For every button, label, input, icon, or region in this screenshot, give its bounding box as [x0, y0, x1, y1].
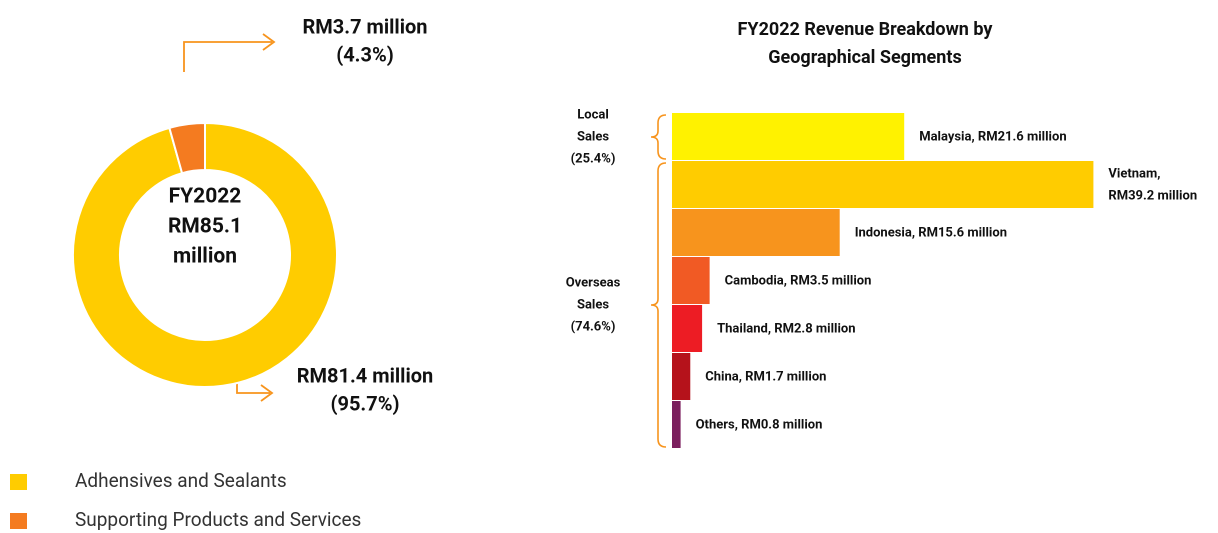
legend-swatch: [10, 513, 27, 529]
bar-label: Indonesia, RM15.6 million: [855, 225, 1007, 240]
donut-slice: [168, 121, 206, 175]
arrow: [183, 41, 272, 72]
group-bracket: [650, 114, 667, 160]
bar-label: China, RM1.7 million: [705, 369, 826, 384]
group-label: Sales: [577, 297, 609, 312]
group-bracket: [650, 162, 667, 448]
group-share: (25.4%): [571, 151, 616, 166]
legend-label: Adhensives and Sealants: [75, 469, 287, 492]
bar: [672, 305, 703, 352]
value-label: RM3.7 million: [302, 14, 427, 38]
bar-label: RM39.2 million: [1108, 188, 1197, 203]
group-label: Overseas: [566, 275, 621, 290]
center-label: million: [173, 245, 237, 269]
bar: [672, 353, 691, 400]
bar-label: Vietnam,: [1108, 166, 1160, 181]
chart-title: Geographical Segments: [768, 47, 961, 68]
legend-swatch: [10, 474, 27, 490]
share-label: (95.7%): [330, 391, 399, 415]
bar: [672, 401, 681, 448]
bar: [672, 161, 1094, 208]
bar-label: Malaysia, RM21.6 million: [919, 129, 1066, 144]
bar: [672, 209, 840, 256]
center-label: FY2022: [169, 185, 242, 209]
bar-label: Others, RM0.8 million: [696, 417, 823, 432]
chart-title: FY2022 Revenue Breakdown by: [738, 19, 994, 40]
arrow-head: [260, 384, 274, 402]
donut-slice: [72, 121, 338, 388]
share-label: (4.3%): [336, 42, 394, 66]
group-label: Sales: [577, 129, 609, 144]
bar: [672, 257, 710, 304]
group-share: (74.6%): [571, 319, 616, 334]
bar-label: Thailand, RM2.8 million: [717, 321, 855, 336]
value-label: RM81.4 million: [297, 363, 434, 387]
center-label: RM85.1: [168, 215, 242, 239]
group-label: Local: [577, 107, 609, 122]
legend-label: Supporting Products and Services: [75, 508, 361, 531]
arrow-head: [262, 33, 276, 51]
bar: [672, 113, 905, 160]
bar-label: Cambodia, RM3.5 million: [725, 273, 872, 288]
